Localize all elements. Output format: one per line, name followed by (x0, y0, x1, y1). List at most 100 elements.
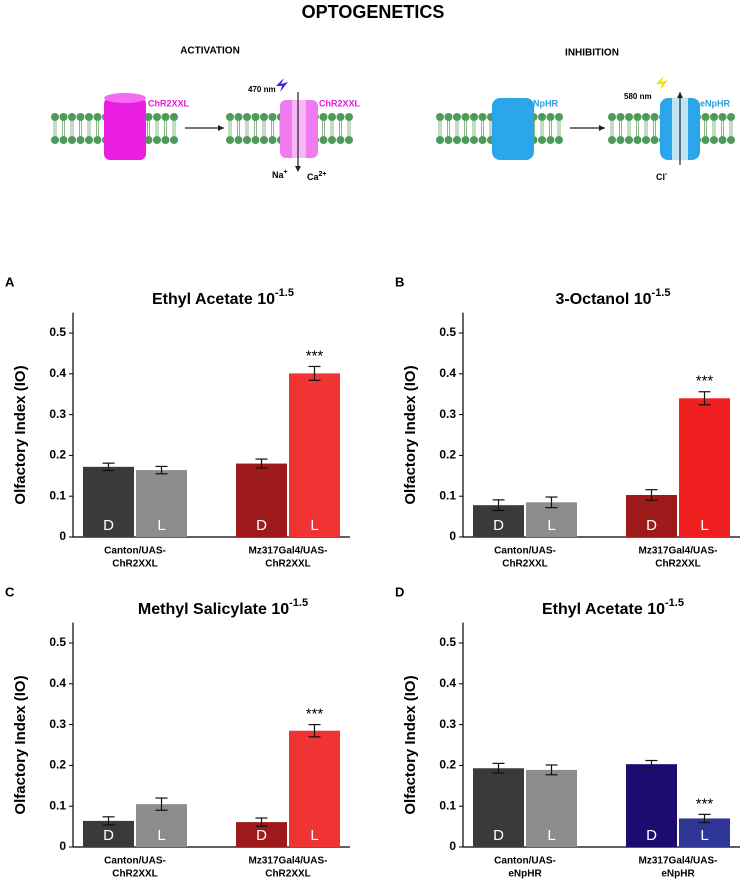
title-text: Methyl Salicylate 10 (138, 601, 289, 618)
lipid-head (345, 113, 353, 121)
arrow-head (677, 92, 683, 98)
y-tick-label: 0.4 (49, 676, 66, 690)
y-tick-label: 0.1 (439, 798, 456, 812)
y-tick-label: 0.1 (439, 488, 456, 502)
title-text: Ethyl Acetate 10 (542, 601, 665, 618)
lipid-head (470, 136, 478, 144)
lipid-head (170, 136, 178, 144)
lipid-head (51, 136, 59, 144)
y-tick-label: 0.4 (439, 676, 456, 690)
y-tick-label: 0.5 (49, 325, 66, 339)
bar-label: D (103, 517, 114, 534)
lipid-head (727, 136, 735, 144)
lipid-head (718, 136, 727, 144)
x-tick-label: ChR2XXL (502, 559, 548, 570)
x-tick-label: eNpHR (661, 869, 695, 880)
ion: Cl- (656, 171, 668, 183)
lipid-head (608, 136, 616, 144)
lipid-head (93, 113, 102, 121)
lipid-head (701, 136, 710, 144)
light-bolt (656, 76, 668, 90)
y-axis-label: Olfactory Index (IO) (12, 675, 29, 814)
ion: Na+ (272, 169, 288, 181)
lipid-head (51, 113, 59, 121)
x-tick-label: ChR2XXL (655, 559, 701, 570)
lipid-head (268, 113, 277, 121)
lipid-head (710, 113, 718, 121)
lipid-head (226, 113, 234, 121)
y-tick-label: 0.1 (49, 798, 66, 812)
significance: *** (696, 373, 714, 390)
lipid-head (461, 136, 470, 144)
y-tick-label: 0.4 (439, 366, 456, 380)
arrow-head (599, 125, 605, 131)
y-tick-label: 0.2 (49, 448, 66, 462)
lipid-head (234, 136, 243, 144)
y-tick-label: 0.4 (49, 366, 66, 380)
lipid-head (59, 113, 68, 121)
bar-label: L (547, 827, 555, 844)
optogenetics-diagram: OPTOGENETICS ACTIVATION INHIBITION 470 n… (51, 2, 735, 183)
arrow-head (218, 125, 224, 131)
y-tick-label: 0.5 (49, 635, 66, 649)
lipid-head (93, 136, 102, 144)
channel-label: ChR2XXL (319, 98, 361, 108)
bar-label: D (646, 517, 657, 534)
lipid-head (436, 113, 444, 121)
y-tick-label: 0 (449, 529, 456, 543)
lipid-head (616, 136, 625, 144)
y-tick-label: 0 (59, 839, 66, 853)
membranes (51, 113, 735, 144)
lipid-head (478, 113, 487, 121)
lipid-head (319, 136, 328, 144)
bar (289, 730, 340, 847)
lipid-head (251, 113, 260, 121)
y-tick-label: 0.2 (439, 448, 456, 462)
bar-label: D (493, 827, 504, 844)
bar-label: D (256, 827, 267, 844)
lipid-head (642, 136, 650, 144)
lipid-head (76, 113, 85, 121)
channel-label: eNpHR (700, 98, 731, 108)
significance: *** (306, 347, 324, 364)
heading: ACTIVATION (180, 46, 240, 57)
x-tick-label: Canton/UAS- (494, 546, 556, 557)
bar (83, 466, 134, 537)
lipid-head (170, 113, 178, 121)
lipid-head (144, 113, 153, 121)
x-tick-label: Canton/UAS- (104, 546, 166, 557)
x-tick-label: ChR2XXL (265, 869, 311, 880)
channel-label: ChR2XXL (148, 98, 190, 108)
lipid-head (436, 136, 444, 144)
lipid-head (608, 113, 616, 121)
lipid-head (546, 136, 555, 144)
bar (526, 769, 577, 847)
bar-label: D (103, 827, 114, 844)
lipid-head (153, 113, 161, 121)
lipid-head (260, 136, 268, 144)
bar-label: D (256, 517, 267, 534)
lipid-head (243, 136, 251, 144)
x-tick-label: Mz317Gal4/UAS- (249, 856, 328, 867)
title-text: Ethyl Acetate 10 (152, 291, 275, 308)
lipid-head (68, 136, 76, 144)
title-exponent: -1.5 (275, 287, 294, 299)
bar (626, 764, 677, 847)
lipid-head (538, 136, 546, 144)
panel-letter: D (395, 584, 404, 599)
bar (136, 804, 187, 847)
y-tick-label: 0.5 (439, 325, 456, 339)
lipid-head (68, 113, 76, 121)
lipid-head (319, 113, 328, 121)
lipid-head (625, 113, 633, 121)
lipid-head (59, 136, 68, 144)
y-tick-label: 0.2 (439, 758, 456, 772)
lipid-head (161, 136, 170, 144)
bar (626, 494, 677, 537)
lipid-head (161, 113, 170, 121)
x-tick-label: ChR2XXL (112, 869, 158, 880)
lipid-head (444, 136, 453, 144)
channel-pore (292, 100, 306, 158)
bar-label: D (646, 827, 657, 844)
